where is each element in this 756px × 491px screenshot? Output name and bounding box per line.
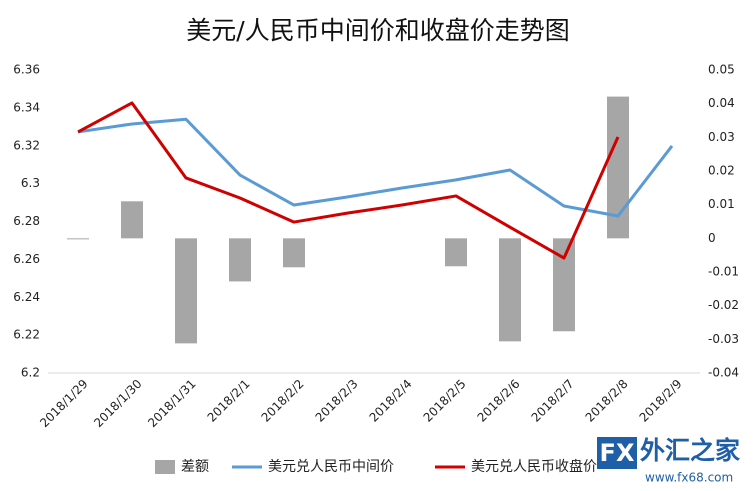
y2-tick-label: 0 [708,231,716,245]
bar [499,238,521,342]
bar [283,238,305,268]
y2-tick-label: 0.04 [708,96,735,110]
y2-tick-label: 0.02 [708,164,735,178]
y-tick-label: 6.22 [13,328,40,342]
logo-name: 外汇之家 [640,436,740,465]
bar [445,238,467,267]
bar [553,238,575,332]
y2-tick-label: -0.04 [708,366,739,380]
y-tick-label: 6.32 [13,138,40,152]
y2-tick-label: -0.01 [708,265,739,279]
y-tick-label: 6.26 [13,252,40,266]
y2-tick-label: -0.03 [708,332,739,346]
bar [229,238,251,282]
bar [121,201,143,239]
y-tick-label: 6.3 [21,176,40,190]
bar [607,96,629,239]
logo-brand: FX [600,439,635,467]
line [77,117,674,218]
logo-box [597,437,637,469]
legend-label: 美元兑人民币中间价 [268,459,394,475]
bar [67,238,89,240]
legend-label: 美元兑人民币收盘价 [471,458,597,475]
bar [175,238,197,344]
logo: FX 外汇之家 www.fx68.com [597,436,740,485]
legend-swatch [155,460,175,474]
y2-tick-label: 0.03 [708,130,735,144]
y-tick-label: 6.28 [13,214,40,228]
chart-title: 美元/人民币中间价和收盘价走势图 [186,16,569,45]
line [77,101,620,260]
y2-tick-label: 0.05 [708,63,735,77]
y-tick-label: 6.34 [13,100,40,114]
logo-url: www.fx68.com [645,471,733,485]
y2-tick-label: 0.01 [708,197,735,211]
y-tick-label: 6.2 [21,366,40,380]
y2-tick-label: -0.02 [708,298,739,312]
y-tick-label: 6.36 [13,63,40,77]
y-tick-label: 6.24 [13,290,40,304]
legend-label: 差额 [181,459,209,475]
